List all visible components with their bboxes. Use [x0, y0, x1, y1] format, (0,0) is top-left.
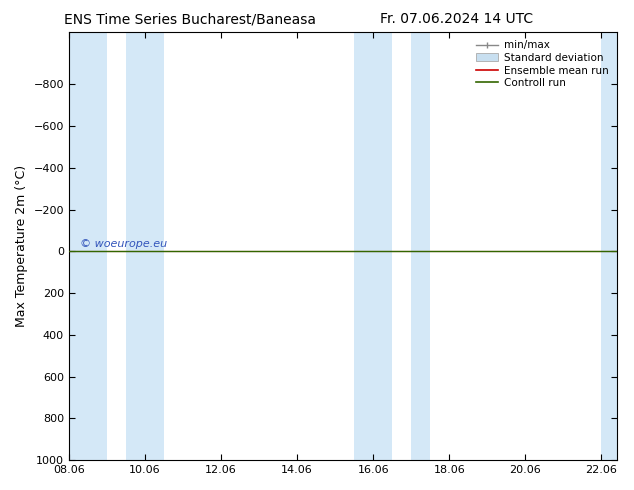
Y-axis label: Max Temperature 2m (°C): Max Temperature 2m (°C)	[15, 165, 28, 327]
Bar	[69, 32, 107, 460]
Text: ENS Time Series Bucharest/Baneasa: ENS Time Series Bucharest/Baneasa	[64, 12, 316, 26]
Bar	[354, 32, 392, 460]
Text: © woeurope.eu: © woeurope.eu	[80, 239, 167, 249]
Text: Fr. 07.06.2024 14 UTC: Fr. 07.06.2024 14 UTC	[380, 12, 533, 26]
Legend: min/max, Standard deviation, Ensemble mean run, Controll run: min/max, Standard deviation, Ensemble me…	[472, 37, 612, 92]
Bar	[126, 32, 164, 460]
Bar	[602, 32, 617, 460]
Bar	[411, 32, 430, 460]
